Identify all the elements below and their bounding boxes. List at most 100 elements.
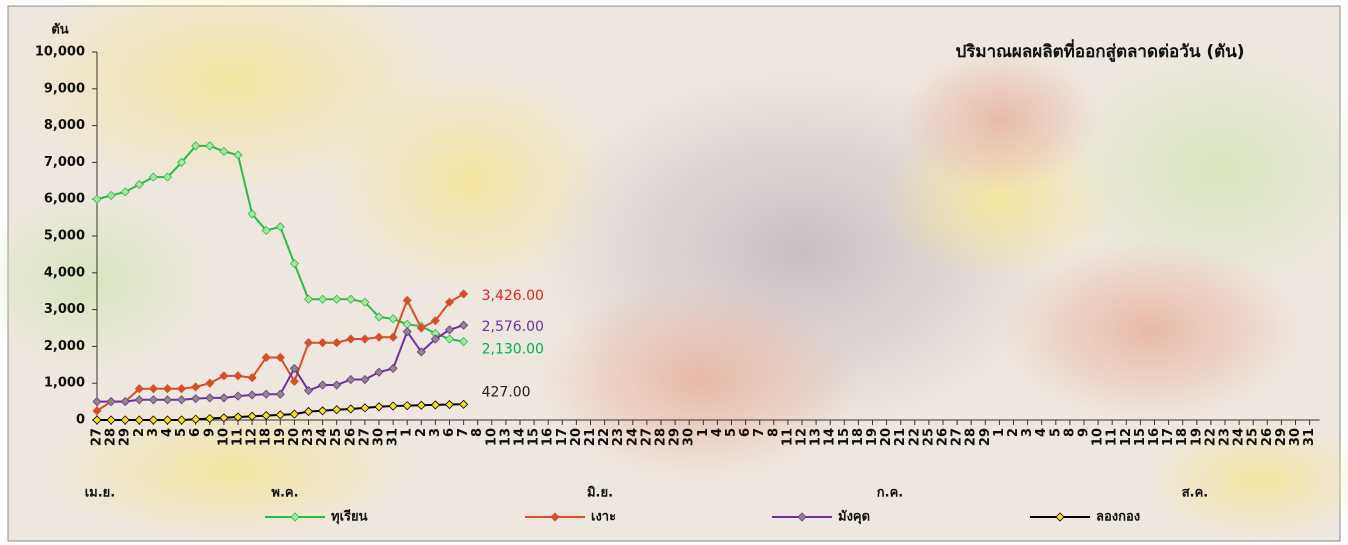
- x-tick-label: 22: [597, 428, 612, 446]
- page: ปริมาณผลผลิตที่ออกสู่ตลาดต่อวัน (ตัน) ตั…: [0, 0, 1348, 545]
- x-tick-label: 30: [682, 428, 697, 446]
- x-tick-label: 22: [1203, 428, 1218, 446]
- data-label: 427.00: [482, 384, 531, 400]
- x-tick-label: 29: [978, 428, 993, 446]
- data-label: 2,130.00: [482, 342, 544, 358]
- month-label: มิ.ย.: [587, 486, 613, 501]
- legend-label: มังคุด: [838, 510, 870, 525]
- x-tick-label: 27: [357, 428, 372, 446]
- x-tick-label: 15: [1133, 428, 1148, 446]
- x-tick-label: 11: [780, 428, 795, 446]
- x-tick-label: 31: [386, 428, 401, 446]
- x-tick-label: 29: [118, 428, 133, 446]
- x-tick-label: 14: [513, 428, 528, 446]
- x-tick-label: 26: [343, 428, 358, 446]
- y-tick-label: 2,000: [44, 339, 85, 354]
- x-tick-label: 3: [428, 428, 443, 437]
- x-tick-label: 24: [1232, 428, 1247, 446]
- x-tick-label: 7: [456, 428, 471, 437]
- x-tick-label: 12: [1119, 428, 1134, 446]
- x-tick-label: 5: [724, 428, 739, 437]
- x-tick-label: 25: [329, 428, 344, 446]
- y-tick-label: 8,000: [44, 118, 85, 133]
- x-tick-label: 4: [160, 428, 175, 437]
- y-tick-label: 4,000: [44, 265, 85, 280]
- x-tick-label: 5: [1048, 428, 1063, 437]
- x-tick-label: 1: [400, 428, 415, 437]
- x-tick-label: 9: [202, 428, 217, 437]
- month-label: ก.ค.: [877, 486, 903, 501]
- x-tick-label: 20: [287, 428, 302, 446]
- x-tick-label: 26: [936, 428, 951, 446]
- x-tick-label: 10: [1091, 428, 1106, 446]
- x-tick-label: 23: [301, 428, 316, 446]
- x-tick-label: 6: [442, 428, 457, 437]
- month-label: พ.ค.: [271, 486, 298, 501]
- x-tick-label: 21: [893, 428, 908, 446]
- month-label: ส.ค.: [1182, 486, 1209, 501]
- y-tick-label: 7,000: [44, 155, 85, 170]
- x-tick-label: 8: [1062, 428, 1077, 437]
- x-tick-label: 25: [921, 428, 936, 446]
- x-tick-label: 2: [132, 428, 147, 437]
- y-tick-label: 1,000: [44, 376, 85, 391]
- x-tick-label: 8: [766, 428, 781, 437]
- x-tick-label: 9: [1077, 428, 1092, 437]
- x-tick-label: 16: [541, 428, 556, 446]
- y-tick-label: 6,000: [44, 192, 85, 207]
- y-tick-label: 10,000: [35, 45, 85, 60]
- x-tick-label: 4: [710, 428, 725, 437]
- x-tick-label: 6: [188, 428, 203, 437]
- x-tick-label: 25: [1246, 428, 1261, 446]
- x-tick-label: 18: [1175, 428, 1190, 446]
- x-tick-label: 17: [555, 428, 570, 446]
- x-tick-label: 13: [809, 428, 824, 446]
- legend-label: ทุเรียน: [331, 509, 368, 525]
- x-tick-label: 4: [1034, 428, 1049, 437]
- x-tick-label: 26: [1260, 428, 1275, 446]
- x-tick-label: 1: [992, 428, 1007, 437]
- x-tick-label: 1: [696, 428, 711, 437]
- chart-title: ปริมาณผลผลิตที่ออกสู่ตลาดต่อวัน (ตัน): [955, 39, 1244, 63]
- x-tick-label: 28: [104, 428, 119, 446]
- x-tick-label: 2: [414, 428, 429, 437]
- x-tick-label: 28: [654, 428, 669, 446]
- x-tick-label: 27: [90, 428, 105, 446]
- x-tick-label: 23: [611, 428, 626, 446]
- y-axis-label: ตัน: [51, 23, 68, 38]
- x-tick-label: 18: [259, 428, 274, 446]
- x-tick-label: 17: [1161, 428, 1176, 446]
- x-tick-label: 16: [1147, 428, 1162, 446]
- x-tick-label: 30: [372, 428, 387, 446]
- x-tick-label: 31: [1302, 428, 1317, 446]
- month-label: เม.ย.: [85, 486, 116, 501]
- y-tick-label: 9,000: [44, 81, 85, 96]
- x-tick-label: 19: [273, 428, 288, 446]
- x-tick-label: 22: [907, 428, 922, 446]
- x-tick-label: 20: [879, 428, 894, 446]
- x-tick-label: 19: [1189, 428, 1204, 446]
- x-tick-label: 27: [950, 428, 965, 446]
- x-tick-label: 12: [245, 428, 260, 446]
- legend-label: ลองกอง: [1096, 510, 1140, 525]
- x-tick-label: 2: [1006, 428, 1021, 437]
- x-tick-label: 15: [527, 428, 542, 446]
- x-tick-label: 24: [315, 428, 330, 446]
- x-tick-label: 24: [625, 428, 640, 446]
- x-tick-label: 11: [231, 428, 246, 446]
- x-tick-label: 3: [146, 428, 161, 437]
- x-tick-label: 6: [738, 428, 753, 437]
- data-label: 2,576.00: [482, 319, 544, 335]
- legend-label: เงาะ: [591, 510, 616, 525]
- y-tick-label: 3,000: [44, 302, 85, 317]
- x-tick-label: 11: [1105, 428, 1120, 446]
- x-tick-label: 28: [964, 428, 979, 446]
- x-tick-label: 29: [668, 428, 683, 446]
- x-tick-label: 8: [470, 428, 485, 437]
- x-tick-label: 3: [1020, 428, 1035, 437]
- chart: ปริมาณผลผลิตที่ออกสู่ตลาดต่อวัน (ตัน) ตั…: [0, 0, 1348, 545]
- data-label: 3,426.00: [482, 288, 544, 304]
- x-tick-label: 30: [1288, 428, 1303, 446]
- y-tick-label: 0: [76, 413, 85, 428]
- x-tick-label: 15: [837, 428, 852, 446]
